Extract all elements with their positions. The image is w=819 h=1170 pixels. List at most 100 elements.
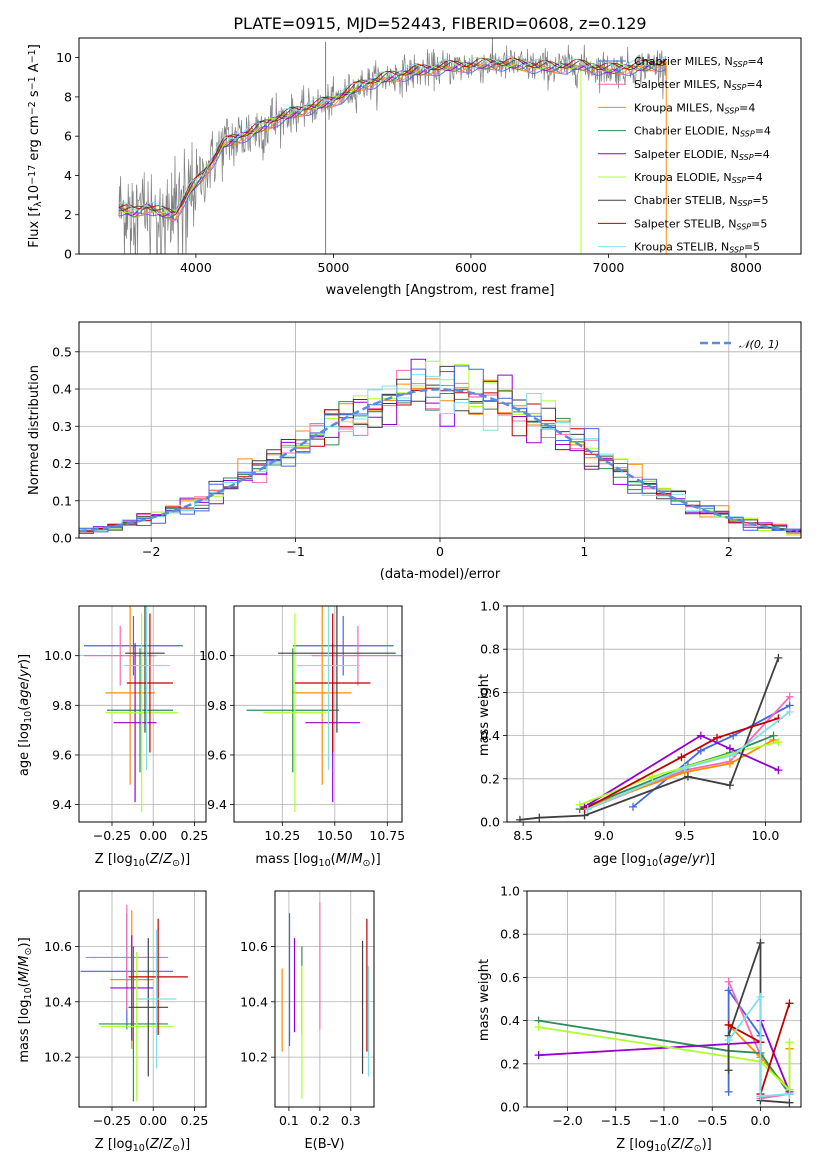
mass-weight-line-kroupa_stelib [727, 994, 790, 1098]
residuals-legend: 𝒩(0, 1) [700, 338, 779, 351]
mass_vs_ebv-frame [274, 890, 375, 1108]
massweight_vs_age-ytick-label: 0.4 [480, 728, 500, 743]
age_vs_Z-plot-area [83, 606, 183, 813]
residuals-ytick-label: 0.2 [52, 456, 72, 471]
spectrum-xtick-label: 6000 [455, 260, 487, 275]
spectrum-model-salpeter_stelib [118, 57, 666, 216]
mass_vs_Z-ytick-label: 10.2 [44, 1050, 72, 1065]
legend-label-chabrier_elodie: Chabrier ELODIE, NSSP=4 [634, 125, 771, 139]
mass_vs_ebv-plot-area [281, 902, 370, 1099]
mass-weight-marker-kroupa_elodie [785, 1038, 794, 1047]
age_vs_Z-ytick-label: 9.4 [52, 797, 72, 812]
mass-weight-marker-salpeter_miles [724, 977, 733, 986]
massweight_vs_Z-ytick-label: 0.0 [500, 1100, 520, 1115]
massweight_vs_age-ylabel: mass weight [477, 674, 492, 756]
massweight_vs_Z-xlabel: Z [log10(Z/Z⊙)] [616, 1137, 711, 1154]
spectrum-ytick-label: 10 [56, 50, 72, 65]
errorbar-kroupa_stelib [136, 929, 177, 1069]
mass-weight-marker-kroupa_stelib [785, 707, 794, 716]
age_vs_Z-frame [78, 605, 207, 823]
errorbar-kroupa_stelib [297, 606, 360, 770]
massweight_vs_age-ytick-label: 0.0 [480, 815, 500, 830]
errorbar-salpeter_miles [85, 904, 169, 1011]
mass_vs_Z-ytick-label: 10.4 [44, 994, 72, 1009]
massweight_vs_Z-frame [526, 890, 802, 1108]
age_vs_Z-xtick-label: 0.25 [181, 828, 209, 843]
legend-label-chabrier_miles: Chabrier MILES, NSSP=4 [634, 55, 764, 69]
mass-weight-marker-chabrier_stelib [785, 1098, 794, 1107]
residuals-ytick-label: 0.3 [52, 419, 72, 434]
mass-weight-marker-chabrier_miles [724, 986, 733, 995]
mass_vs_ebv-ytick-label: 10.4 [240, 994, 268, 1009]
spectrum-ytick-label: 6 [64, 129, 72, 144]
massweight_vs_age-axes: 8.5 9.0 9.5 10.0 0.0 0.2 0.4 0.6 0.8 1.0 age [log1… [477, 599, 802, 869]
spectrum-model-salpeter_miles [118, 63, 666, 222]
mass-weight-marker-chabrier_stelib [683, 772, 692, 781]
spectrum-ylabel: Flux [fλ10−17 erg cm−2 s−1 A−1] [27, 44, 44, 248]
spectrum-xtick-label: 4000 [180, 260, 212, 275]
mass_vs_Z-xtick-label: −0.25 [93, 1113, 131, 1128]
errorbar-chabrier_miles [292, 615, 394, 676]
spectrum-model-kroupa_miles [118, 61, 666, 221]
mass-weight-marker-salpeter_stelib [713, 733, 721, 742]
age_vs_Z-axes: −0.25 0.00 0.25 9.4 9.6 9.8 10.0 Z [log10(Z/Z⊙)… [17, 605, 209, 869]
mass-weight-marker-salpeter_elodie [696, 731, 705, 740]
errorbar-chabrier_stelib [278, 606, 396, 733]
mass_vs_ebv-axes: 0.1 0.2 0.3 10.2 10.4 10.6 [240, 890, 375, 1128]
errorbar-kroupa_elodie [105, 613, 178, 813]
mass_vs_Z-ytick-label: 10.6 [44, 939, 72, 954]
mass-weight-marker-chabrier_miles [724, 1087, 733, 1096]
spectrum-model-salpeter_elodie [118, 59, 666, 217]
errorbar-chabrier_stelib [128, 938, 169, 1077]
age_vs_mass-xlabel: mass [log10(M/M⊙)] [255, 852, 380, 869]
errorbar-kroupa_elodie [263, 613, 327, 813]
age_vs_mass-ytick-label: 10.0 [199, 648, 227, 663]
mass-weight-marker-chabrier_stelib [774, 653, 783, 662]
residuals-ytick-label: 0.1 [52, 493, 72, 508]
mass-weight-marker-chabrier_elodie [769, 731, 778, 740]
errorbar-kroupa_elodie [100, 951, 174, 1102]
massweight_vs_Z-plot-area [534, 938, 794, 1107]
massweight_vs_Z-ytick-label: 0.2 [500, 1056, 520, 1071]
legend-label-kroupa_stelib: Kroupa STELIB, NSSP=5 [634, 241, 760, 255]
spectrum-legend: Chabrier MILES, NSSP=4 Salpeter MILES, NS… [598, 55, 771, 255]
mass-weight-line-chabrier_miles [632, 704, 791, 808]
residuals-ytick-label: 0.5 [52, 344, 72, 359]
age_vs_Z-ylabel: age [log10(age/yr)] [17, 654, 34, 776]
mass_vs_Z-ylabel: mass [log10(M/M⊙)] [17, 937, 34, 1062]
age_vs_mass-ytick-label: 9.4 [207, 797, 227, 812]
mass-weight-marker-chabrier_miles [696, 746, 705, 755]
mass-weight-marker-kroupa_stelib [680, 764, 689, 772]
mass-weight-marker-chabrier_stelib [535, 813, 544, 822]
mass-weight-marker-chabrier_stelib [515, 815, 524, 822]
massweight_vs_age-xlabel: age [log10(age/yr)] [593, 852, 715, 869]
massweight_vs_Z-ytick-label: 0.4 [500, 1013, 520, 1028]
mass-weight-marker-salpeter_elodie [725, 744, 734, 753]
errorbar-chabrier_elodie [107, 648, 174, 773]
mass-weight-line-kroupa_stelib [587, 711, 791, 810]
mass-weight-marker-kroupa_stelib [785, 1090, 794, 1099]
mass-weight-marker-kroupa_elodie [575, 800, 584, 809]
mass_vs_Z-frame [78, 890, 207, 1108]
age_vs_Z-xlabel: Z [log10(Z/Z⊙)] [95, 852, 190, 869]
errorbar-chabrier_stelib [125, 606, 165, 733]
errorbar-salpeter_stelib [126, 613, 174, 753]
errorbar-chabrier_elodie [246, 648, 339, 773]
errorbar-chabrier_miles [83, 615, 183, 676]
residuals-ytick-label: 0.4 [52, 382, 72, 397]
age_vs_mass-ytick-label: 9.6 [207, 747, 227, 762]
mass_vs_ebv-xtick-label: 0.2 [310, 1113, 330, 1128]
massweight_vs_age-ytick-label: 0.8 [480, 642, 500, 657]
mass-weight-marker-kroupa_stelib [583, 805, 592, 814]
massweight_vs_Z-xtick-label: −1.5 [601, 1113, 631, 1128]
residuals-frame [78, 321, 802, 539]
legend-label-salpeter_miles: Salpeter MILES, NSSP=4 [634, 78, 763, 92]
mass-weight-line-kroupa_elodie [579, 741, 779, 806]
legend-label-salpeter_stelib: Salpeter STELIB, NSSP=5 [634, 217, 767, 231]
massweight_vs_age-ytick-label: 0.6 [480, 685, 500, 700]
chart-title: PLATE=0915, MJD=52443, FIBERID=0608, z=0… [233, 14, 646, 33]
mass-weight-marker-chabrier_stelib [725, 781, 734, 790]
age_vs_Z-ytick-label: 9.6 [52, 747, 72, 762]
mass-weight-marker-kroupa_elodie [648, 772, 657, 781]
normal-curve [79, 388, 799, 533]
